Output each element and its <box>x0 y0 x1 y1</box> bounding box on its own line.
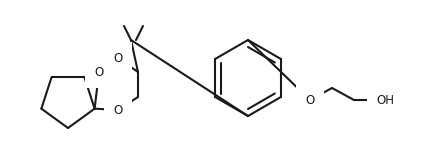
Text: O: O <box>305 93 314 107</box>
Text: O: O <box>113 51 123 64</box>
Text: OH: OH <box>376 93 394 107</box>
Text: O: O <box>113 103 123 117</box>
Text: O: O <box>94 66 104 78</box>
